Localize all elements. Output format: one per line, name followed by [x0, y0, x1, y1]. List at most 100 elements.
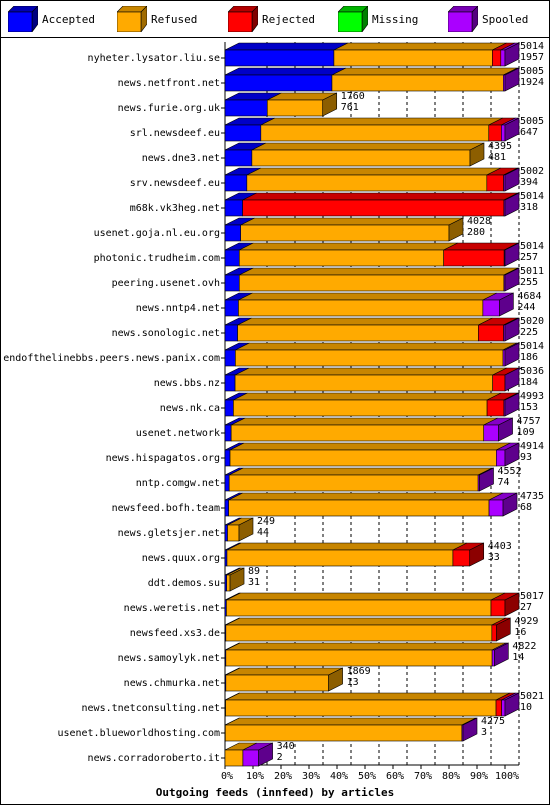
bar-refused-3	[260, 124, 490, 142]
bar-spooled-18	[488, 499, 504, 517]
bar-spooled-27-side	[462, 717, 478, 742]
x-tick-label-40: 40%	[330, 771, 348, 782]
accepted-value-label: 1957	[520, 52, 544, 63]
category-label: news.chmurka.net	[124, 678, 220, 689]
category-label: news.gletsjer.net	[118, 528, 220, 539]
category-label: endofthelinebbs.peers.news.panix.com	[3, 353, 220, 364]
bar-spooled-24	[491, 649, 495, 667]
category-label: news.hispagatos.org	[106, 453, 220, 464]
bar-refused-24-top	[225, 642, 507, 651]
bar-accepted-6	[224, 199, 243, 217]
bar-refused-18	[228, 499, 490, 517]
bar-accepted-19	[224, 524, 228, 542]
bar-refused-28	[224, 749, 244, 767]
bar-rejected-20	[452, 549, 471, 567]
bar-rejected-22-side	[504, 592, 520, 617]
bar-refused-11	[237, 324, 479, 342]
accepted-value-label: 257	[520, 252, 538, 263]
bar-accepted-0	[224, 49, 335, 67]
bar-spooled-5-side	[504, 167, 520, 192]
offered-value-label: 4757	[517, 416, 541, 427]
bar-refused-8-top	[239, 242, 458, 251]
accepted-value-label: 761	[341, 102, 359, 113]
bar-refused-13	[234, 374, 493, 392]
bar-refused-18-top	[228, 492, 504, 501]
legend-item-rejected: Rejected	[227, 5, 315, 33]
bar-refused-25-side	[328, 667, 343, 692]
legend-item-accepted: Accepted	[7, 5, 95, 33]
offered-value-label: 4929	[514, 616, 538, 627]
offered-value-label: 340	[277, 741, 295, 752]
offered-value-label: 5020	[520, 316, 544, 327]
category-label: newsfeed.bofh.team	[112, 503, 220, 514]
legend-label-missing: Missing	[372, 13, 419, 26]
bar-accepted-5	[224, 174, 248, 192]
bar-accepted-18	[224, 499, 229, 517]
bar-spooled-3	[501, 124, 506, 142]
x-tick-label-70: 70%	[414, 771, 432, 782]
bar-spooled-14-side	[504, 392, 520, 417]
category-label: photonic.trudheim.com	[94, 253, 220, 264]
bar-spooled-16-side	[504, 442, 520, 467]
bar-rejected-11	[478, 324, 504, 342]
bar-spooled-17-side	[479, 467, 494, 492]
offered-value-label: 5005	[520, 116, 544, 127]
category-label: news.furie.org.uk	[118, 103, 220, 114]
offered-value-label: 5014	[520, 191, 544, 202]
bar-spooled-10-side	[499, 292, 514, 317]
x-tick-label-0: 0%	[221, 771, 233, 782]
bar-refused-4-top	[251, 142, 485, 151]
bar-refused-19	[227, 524, 240, 542]
bar-spooled-28	[242, 749, 259, 767]
bar-rejected-23-side	[496, 617, 511, 642]
bar-rejected-22	[490, 599, 506, 617]
offered-value-label: 4914	[520, 441, 544, 452]
bar-accepted-15	[224, 424, 232, 442]
category-label: news.netfront.net	[118, 78, 220, 89]
legend-label-rejected: Rejected	[262, 13, 315, 26]
accepted-value-label: 68	[520, 502, 532, 513]
x-tick-label-10: 10%	[246, 771, 264, 782]
category-label: peering.usenet.ovh	[112, 278, 220, 289]
category-label: news.tnetconsulting.net	[82, 703, 220, 714]
bar-rejected-26	[495, 699, 502, 717]
bar-refused-4-side	[469, 142, 485, 167]
bar-spooled-6-side	[504, 192, 520, 217]
bar-rejected-20-side	[469, 542, 485, 567]
accepted-value-label: 244	[517, 302, 535, 313]
accepted-value-label: 318	[520, 202, 538, 213]
legend-swatch-accepted	[7, 5, 39, 33]
x-tick-label-60: 60%	[386, 771, 404, 782]
bar-refused-14	[233, 399, 488, 417]
bar-refused-15	[230, 424, 485, 442]
bar-accepted-10	[224, 299, 239, 317]
bar-accepted-16	[224, 449, 231, 467]
bar-accepted-17	[224, 474, 230, 492]
accepted-value-label: 74	[498, 477, 510, 488]
bar-spooled-12-side	[504, 342, 520, 367]
category-label: nntp.comgw.net	[136, 478, 220, 489]
bar-refused-4	[251, 149, 471, 167]
bar-spooled-10	[482, 299, 500, 317]
bar-refused-26-top	[225, 692, 511, 701]
accepted-value-label: 33	[488, 552, 500, 563]
bar-refused-21-side	[229, 567, 245, 592]
bar-refused-16-top	[229, 442, 511, 451]
accepted-value-label: 31	[248, 577, 260, 588]
accepted-value-label: 153	[520, 402, 538, 413]
offered-value-label: 4684	[517, 291, 541, 302]
category-label: srl.newsdeef.eu	[130, 128, 220, 139]
bar-refused-24	[225, 649, 493, 667]
offered-value-label: 5036	[520, 366, 544, 377]
category-label: usenet.network	[136, 428, 220, 439]
accepted-value-label: 225	[520, 327, 538, 338]
bar-accepted-14	[224, 399, 234, 417]
bar-refused-21	[226, 574, 231, 592]
legend-item-spooled: Spooled	[447, 5, 528, 33]
category-label: newsfeed.xs3.de	[130, 628, 220, 639]
accepted-value-label: 10	[520, 702, 532, 713]
bar-rejected-0	[492, 49, 502, 67]
bar-refused-10-top	[238, 292, 498, 301]
category-label: news.nk.ca	[160, 403, 220, 414]
